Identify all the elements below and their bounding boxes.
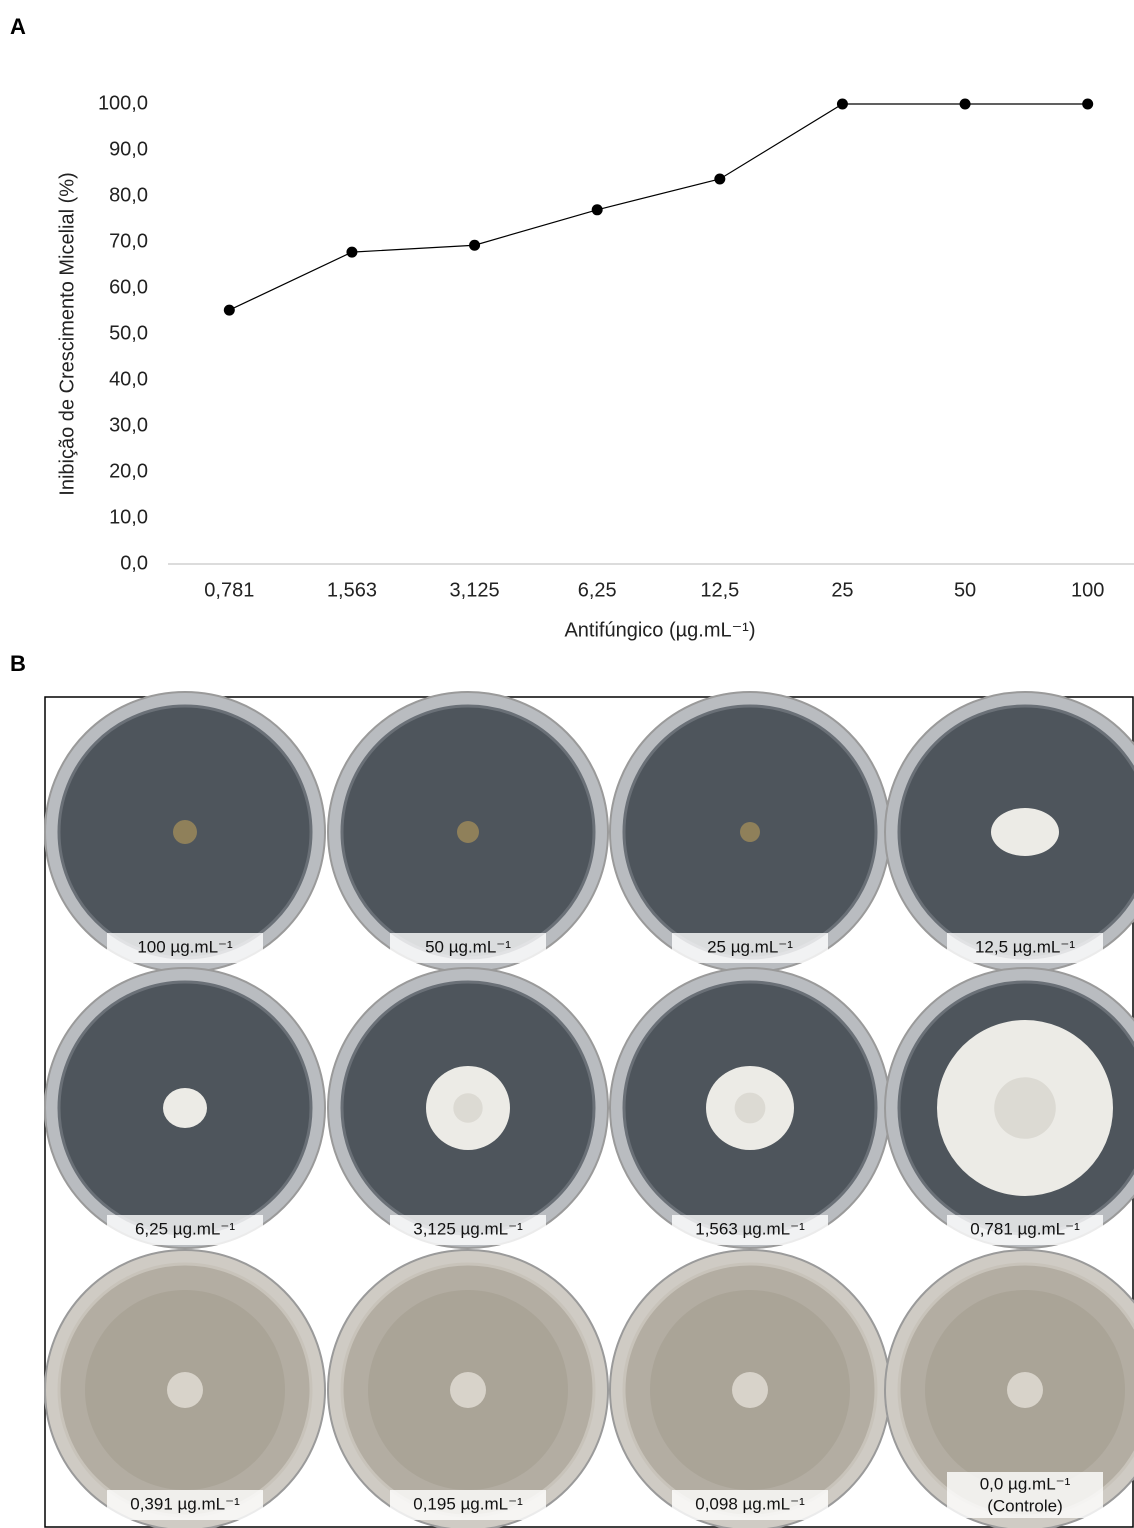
- plate-label: 0,098 µg.mL⁻¹: [695, 1494, 805, 1513]
- plate-label: 0,781 µg.mL⁻¹: [970, 1219, 1080, 1238]
- line: [229, 104, 1087, 310]
- plug: [173, 820, 197, 844]
- marker: [1082, 99, 1093, 110]
- x-tick-label: 50: [954, 579, 976, 601]
- plate-label: 0,391 µg.mL⁻¹: [130, 1494, 240, 1513]
- marker: [224, 305, 235, 316]
- y-axis-title: Inibição de Crescimento Micelial (%): [56, 172, 78, 495]
- x-tick-label: 12,5: [700, 579, 739, 601]
- x-tick-label: 1,563: [327, 579, 377, 601]
- x-axis-title: Antifúngico (µg.mL⁻¹): [564, 619, 755, 641]
- plate-note: (Controle): [987, 1496, 1063, 1515]
- marker: [592, 204, 603, 215]
- y-tick-label: 90,0: [109, 138, 148, 160]
- plate-label: 25 µg.mL⁻¹: [707, 937, 793, 956]
- y-tick-label: 50,0: [109, 322, 148, 344]
- colony-center: [735, 1093, 766, 1124]
- panel-label: B: [10, 651, 26, 676]
- x-tick-label: 100: [1071, 579, 1104, 601]
- x-tick-label: 0,781: [204, 579, 254, 601]
- plate-label: 0,0 µg.mL⁻¹: [980, 1474, 1071, 1493]
- plate-label: 1,563 µg.mL⁻¹: [695, 1219, 805, 1238]
- figure: A B Antifúngico (µg.mL⁻¹) Inibição de Cr…: [0, 0, 1134, 1528]
- plug: [732, 1372, 768, 1408]
- colony-center: [453, 1093, 482, 1122]
- x-tick-label: 25: [831, 579, 853, 601]
- plate-label: 0,195 µg.mL⁻¹: [413, 1494, 523, 1513]
- y-tick-label: 70,0: [109, 230, 148, 252]
- marker: [346, 247, 357, 258]
- plug: [167, 1372, 203, 1408]
- y-tick-label: 0,0: [120, 552, 148, 574]
- y-tick-label: 60,0: [109, 276, 148, 298]
- marker: [837, 99, 848, 110]
- plate-label: 100 µg.mL⁻¹: [137, 937, 233, 956]
- y-tick-label: 30,0: [109, 414, 148, 436]
- plug: [450, 1372, 486, 1408]
- plate-label: 12,5 µg.mL⁻¹: [975, 937, 1075, 956]
- plug: [457, 821, 479, 843]
- marker: [714, 173, 725, 184]
- y-tick-label: 40,0: [109, 368, 148, 390]
- plate-label: 6,25 µg.mL⁻¹: [135, 1219, 235, 1238]
- plug: [1007, 1372, 1043, 1408]
- marker: [469, 240, 480, 251]
- plate-label: 3,125 µg.mL⁻¹: [413, 1219, 523, 1238]
- y-tick-label: 80,0: [109, 184, 148, 206]
- colony: [163, 1088, 207, 1128]
- colony: [991, 808, 1059, 856]
- plate-label: 50 µg.mL⁻¹: [425, 937, 511, 956]
- plug: [740, 822, 760, 842]
- x-tick-label: 6,25: [578, 579, 617, 601]
- y-tick-label: 10,0: [109, 506, 148, 528]
- panel-label: A: [10, 14, 26, 39]
- x-tick-label: 3,125: [450, 579, 500, 601]
- y-tick-label: 20,0: [109, 460, 148, 482]
- marker: [960, 99, 971, 110]
- y-tick-label: 100,0: [98, 92, 148, 114]
- colony-center: [994, 1077, 1056, 1139]
